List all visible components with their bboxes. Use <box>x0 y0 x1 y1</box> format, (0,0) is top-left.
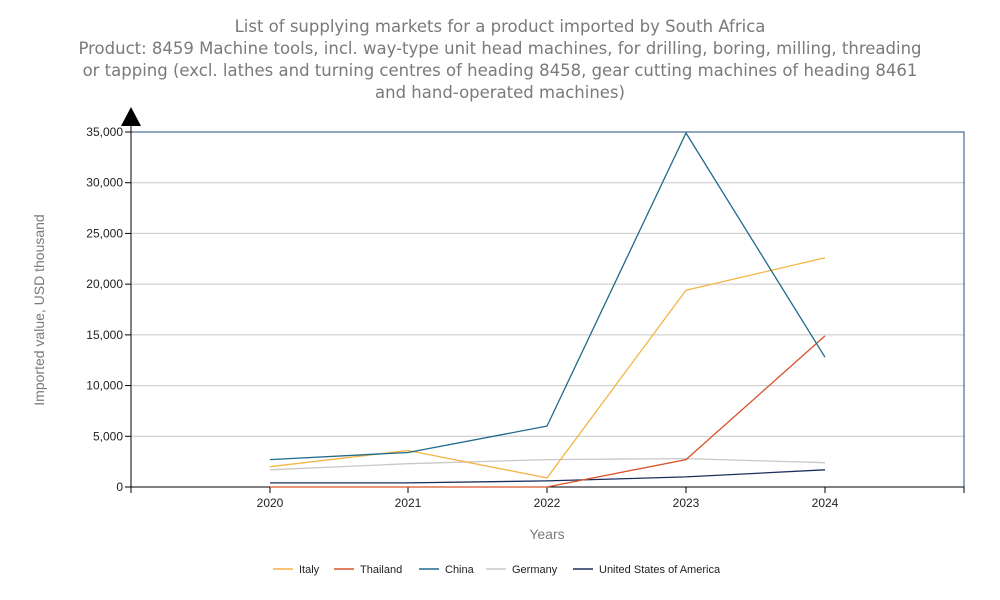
y-tick-label: 0 <box>116 480 123 494</box>
x-axis: 2020 2021 2022 2023 2024 <box>130 486 965 510</box>
series-lines <box>269 131 826 488</box>
x-tick-label: 2023 <box>673 496 700 510</box>
plot-area <box>130 131 965 488</box>
chart-title-line-1: List of supplying markets for a product … <box>234 17 766 36</box>
legend-label: Italy <box>299 564 320 576</box>
x-tick-label: 2021 <box>395 496 422 510</box>
x-tick-label: 2024 <box>812 496 839 510</box>
series-line-germany <box>269 457 826 471</box>
y-tick-label: 5,000 <box>93 429 123 443</box>
legend-label: United States of America <box>599 564 721 576</box>
x-tick-label: 2020 <box>257 496 284 510</box>
series-line-united-states-of-america <box>270 469 826 484</box>
legend-label: Thailand <box>360 564 402 576</box>
y-tick-label: 35,000 <box>86 125 123 139</box>
legend-label: China <box>445 564 475 576</box>
y-axis: 0 5,000 10,000 15,000 20,000 25,000 30,000 35,0… <box>86 124 132 494</box>
y-tick-label: 25,000 <box>86 226 123 240</box>
y-axis-title: Imported value, USD thousand <box>31 214 47 405</box>
gridlines <box>131 131 964 437</box>
legend-label: Germany <box>512 564 558 576</box>
x-tick-label: 2022 <box>534 496 561 510</box>
y-tick-label: 15,000 <box>86 328 123 342</box>
y-tick-label: 20,000 <box>86 277 123 291</box>
chart-title: List of supplying markets for a product … <box>40 16 960 104</box>
y-axis-arrow-icon <box>121 107 141 126</box>
chart-title-line-3: or tapping (excl. lathes and turning cen… <box>82 61 918 80</box>
series-line-thailand <box>270 335 826 488</box>
legend: Italy Thailand China Germany United States o… <box>273 564 721 576</box>
series-line-china <box>269 131 826 461</box>
chart-title-line-2: Product: 8459 Machine tools, incl. way-t… <box>78 39 922 58</box>
chart-title-line-4: and hand-operated machines) <box>375 83 625 102</box>
y-tick-label: 30,000 <box>86 176 123 190</box>
y-tick-label: 10,000 <box>86 379 123 393</box>
series-line-italy <box>269 257 826 479</box>
x-axis-title: Years <box>529 526 564 542</box>
